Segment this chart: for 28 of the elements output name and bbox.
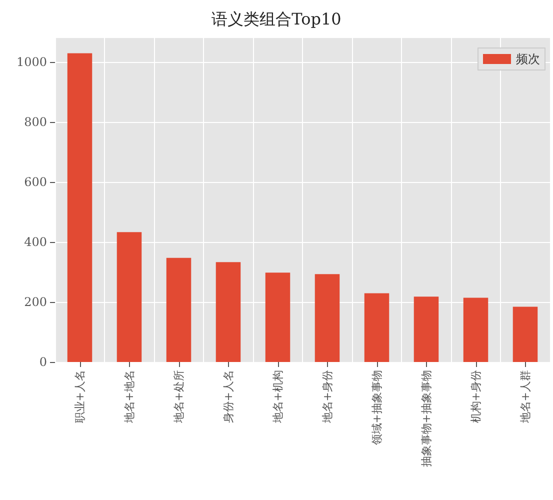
x-tick-label: 抽象事物+抽象事物 — [420, 370, 433, 468]
bar — [166, 258, 192, 362]
x-tick-label: 机构+身份 — [469, 370, 482, 424]
x-tick-label: 地名+身份 — [320, 370, 334, 424]
x-tick-label: 地名+人群 — [518, 370, 532, 424]
y-tick-label: 0 — [39, 355, 47, 369]
bar — [364, 293, 390, 362]
bar — [463, 298, 488, 362]
bar — [414, 296, 439, 362]
x-tick-label: 职业+人名 — [73, 370, 86, 424]
x-tick-label: 地名+处所 — [172, 370, 186, 424]
y-tick-label: 400 — [24, 235, 47, 249]
bar — [216, 262, 241, 362]
bar — [512, 306, 538, 362]
x-tick-label: 地名+机构 — [271, 370, 284, 424]
y-tick-label: 200 — [24, 295, 47, 309]
bar — [67, 53, 92, 362]
x-tick-label: 领域+抽象事物 — [370, 370, 384, 446]
bar — [314, 274, 340, 362]
bar — [116, 232, 142, 362]
y-tick-label: 800 — [24, 115, 47, 129]
x-tick-label: 地名+地名 — [122, 370, 136, 424]
chart-title: 语义类组合Top10 — [212, 10, 342, 28]
legend-label: 频次 — [516, 52, 540, 66]
y-tick-label: 1000 — [16, 55, 47, 69]
x-tick-label: 身份+人名 — [222, 370, 235, 424]
bar — [265, 272, 290, 362]
y-tick-label: 600 — [24, 175, 47, 189]
